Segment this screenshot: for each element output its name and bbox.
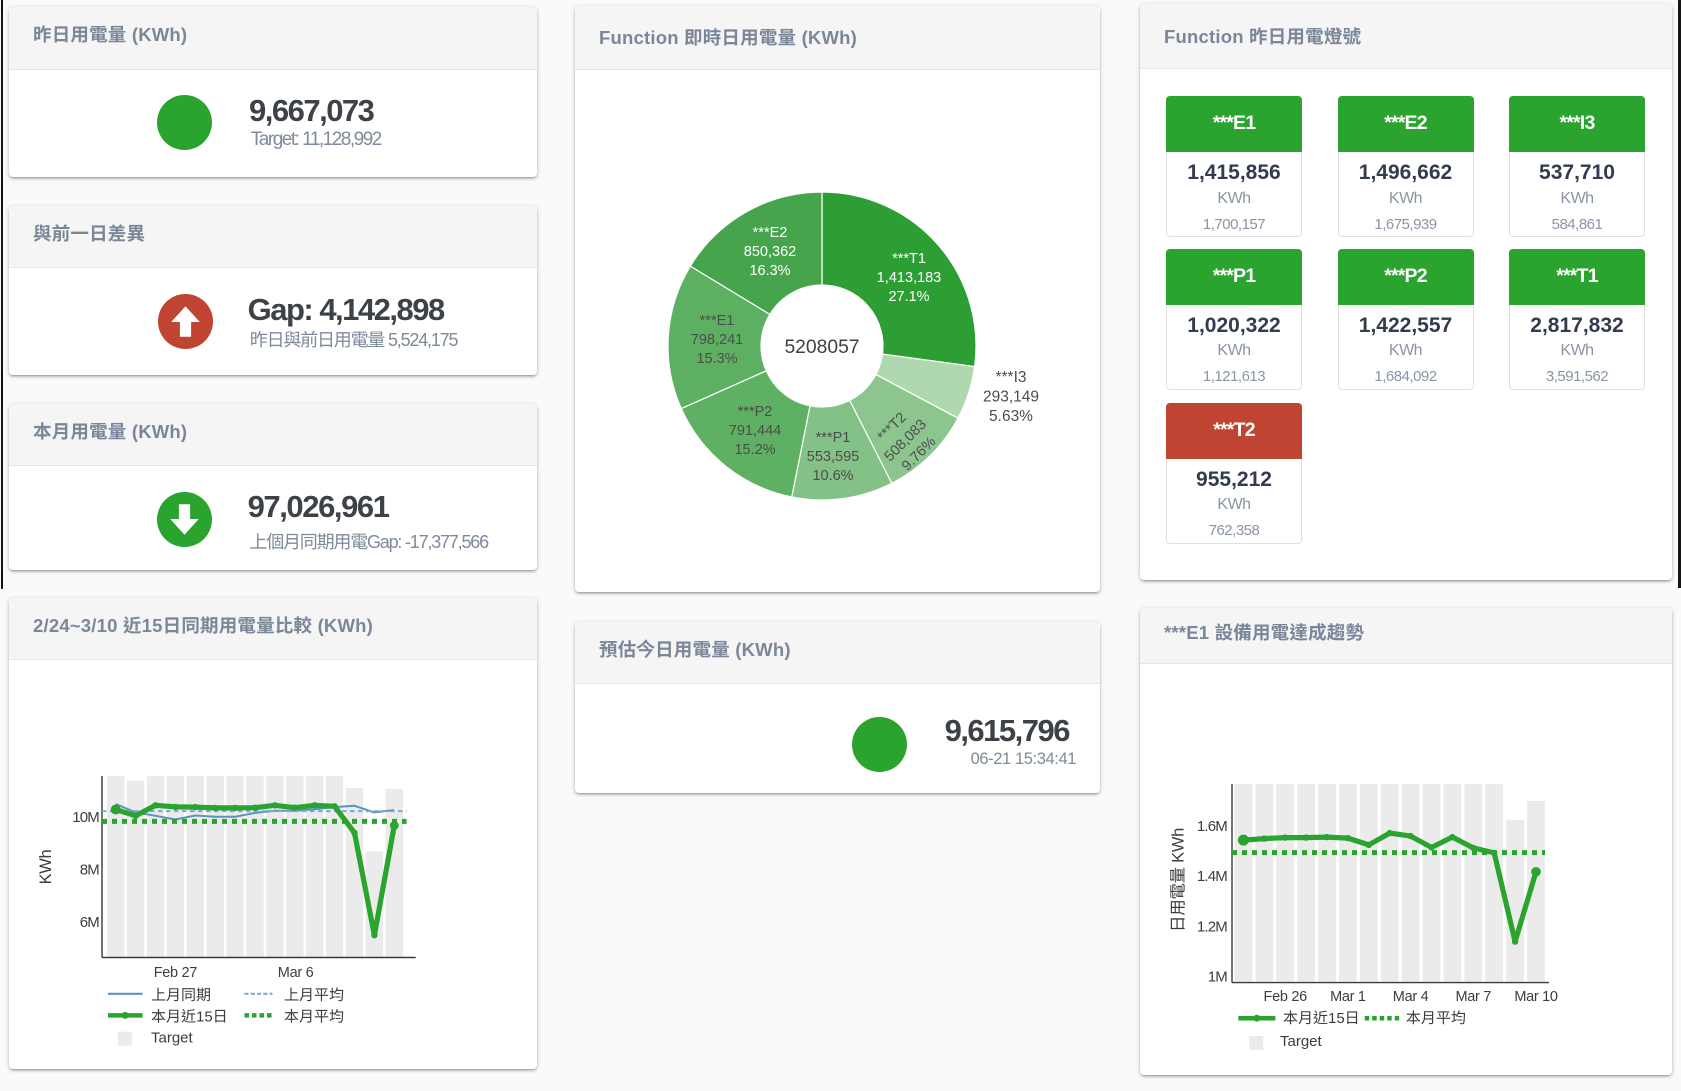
svg-text:上月平均: 上月平均 — [284, 987, 344, 1004]
svg-text:本月近15日: 本月近15日 — [1283, 1010, 1360, 1027]
svg-text:5208057: 5208057 — [784, 337, 859, 358]
svg-text:Mar 6: Mar 6 — [278, 965, 314, 981]
svg-text:10M: 10M — [72, 809, 99, 826]
svg-text:8M: 8M — [80, 862, 100, 879]
svg-text:Target: Target — [151, 1029, 194, 1046]
svg-text:1.2M: 1.2M — [1197, 918, 1227, 935]
svg-text:6M: 6M — [80, 914, 100, 931]
svg-text:本月近15日: 本月近15日 — [151, 1009, 228, 1026]
svg-text:Mar 7: Mar 7 — [1456, 989, 1492, 1005]
svg-text:Mar 10: Mar 10 — [1514, 989, 1558, 1005]
svg-text:Feb 26: Feb 26 — [1264, 989, 1308, 1005]
svg-text:Mar 4: Mar 4 — [1393, 989, 1429, 1005]
svg-text:KWh: KWh — [37, 849, 55, 884]
svg-text:Target: Target — [1280, 1033, 1323, 1050]
svg-text:1.4M: 1.4M — [1197, 868, 1227, 885]
svg-text:1M: 1M — [1208, 969, 1228, 986]
svg-text:本月平均: 本月平均 — [1406, 1010, 1466, 1027]
svg-text:Mar 1: Mar 1 — [1330, 989, 1366, 1005]
svg-text:上月同期: 上月同期 — [151, 987, 211, 1004]
svg-text:Feb 27: Feb 27 — [154, 965, 198, 981]
svg-text:日用電量 KWh: 日用電量 KWh — [1170, 828, 1188, 932]
svg-text:本月平均: 本月平均 — [284, 1009, 344, 1026]
svg-text:1.6M: 1.6M — [1197, 818, 1227, 835]
